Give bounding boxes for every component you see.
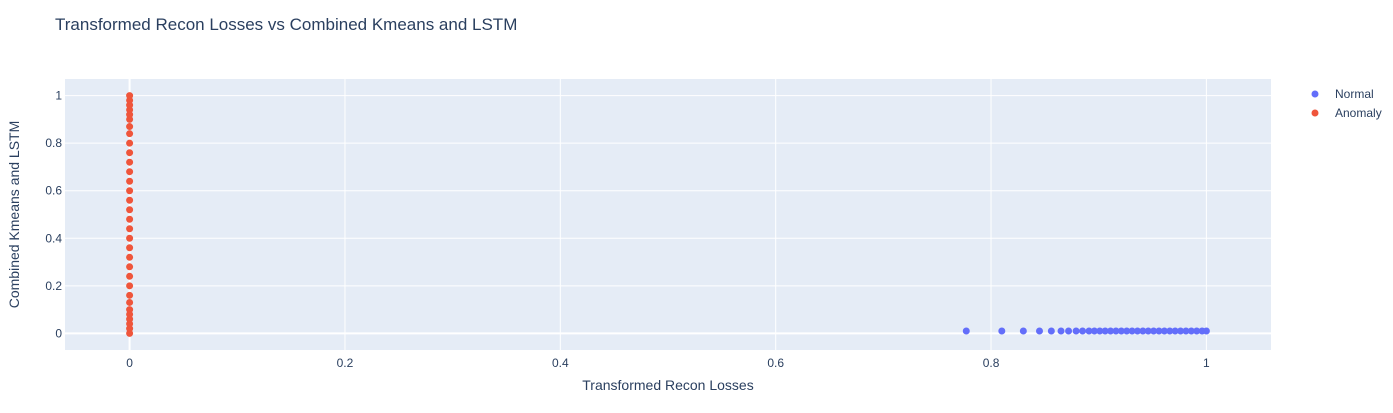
legend-marker [1311,90,1319,98]
x-tick-label: 0.8 [983,356,1000,370]
anomaly-point [126,272,134,280]
normal-point [1128,327,1136,335]
series-anomaly [126,92,134,337]
normal-point [1047,327,1055,335]
normal-point [1182,327,1190,335]
normal-point [1079,327,1087,335]
normal-point [1101,327,1109,335]
x-tick-label: 0.4 [552,356,569,370]
plot-area [65,79,1271,350]
x-tick-label: 0.6 [767,356,784,370]
normal-point [1133,327,1141,335]
normal-point [1150,327,1158,335]
y-axis-ticks: 0 0.2 0.4 0.6 0.8 1 [45,89,62,341]
anomaly-point [126,92,134,100]
normal-point [1107,327,1115,335]
y-tick-label: 0.4 [45,231,62,245]
normal-point [1085,327,1093,335]
normal-point [1171,327,1179,335]
anomaly-point [126,298,134,306]
normal-point [1019,327,1027,335]
normal-point [1166,327,1174,335]
series-normal [962,327,1210,335]
normal-point [1035,327,1043,335]
anomaly-point [126,187,134,195]
anomaly-point [126,177,134,185]
chart-title: Transformed Recon Losses vs Combined Kme… [55,15,517,34]
grid-lines [65,79,1271,350]
data-points [126,92,1210,337]
normal-point [1177,327,1185,335]
normal-point [1139,327,1147,335]
anomaly-point [126,215,134,223]
anomaly-point [126,225,134,233]
anomaly-point [126,306,134,314]
y-tick-label: 0.2 [45,279,62,293]
anomaly-point [126,206,134,214]
anomaly-point [126,234,134,242]
x-tick-label: 0 [126,356,133,370]
normal-point [1057,327,1065,335]
normal-point [1144,327,1152,335]
normal-point [1202,327,1210,335]
anomaly-point [126,168,134,176]
anomaly-point [126,139,134,147]
normal-point [1096,327,1104,335]
legend-label: Normal [1335,87,1374,101]
anomaly-point [126,130,134,138]
y-tick-label: 0.8 [45,136,62,150]
anomaly-point [126,123,134,131]
y-tick-label: 0.6 [45,184,62,198]
normal-point [962,327,970,335]
legend-marker [1311,109,1319,117]
anomaly-point [126,282,134,290]
legend-item-anomaly[interactable]: Anomaly [1311,106,1382,120]
normal-point [1160,327,1168,335]
x-tick-label: 1 [1203,356,1210,370]
anomaly-point [126,291,134,299]
normal-point [1117,327,1125,335]
legend-item-normal[interactable]: Normal [1311,87,1374,101]
normal-point [1123,327,1131,335]
normal-point [1112,327,1120,335]
normal-point [1187,327,1195,335]
y-tick-label: 1 [55,89,62,103]
normal-point [1065,327,1073,335]
normal-point [998,327,1006,335]
y-axis-title: Combined Kmeans and LSTM [6,121,22,309]
anomaly-point [126,244,134,252]
x-axis-ticks: 0 0.2 0.4 0.6 0.8 1 [126,356,1210,370]
anomaly-point [126,196,134,204]
anomaly-point [126,149,134,157]
anomaly-point [126,253,134,261]
legend-label: Anomaly [1335,106,1382,120]
y-tick-label: 0 [55,326,62,340]
anomaly-point [126,263,134,271]
normal-point [1155,327,1163,335]
legend[interactable]: Normal Anomaly [1311,87,1382,120]
x-tick-label: 0.2 [337,356,354,370]
normal-point [1090,327,1098,335]
x-axis-title: Transformed Recon Losses [582,377,753,393]
anomaly-point [126,158,134,166]
normal-point [1193,327,1201,335]
normal-point [1072,327,1080,335]
